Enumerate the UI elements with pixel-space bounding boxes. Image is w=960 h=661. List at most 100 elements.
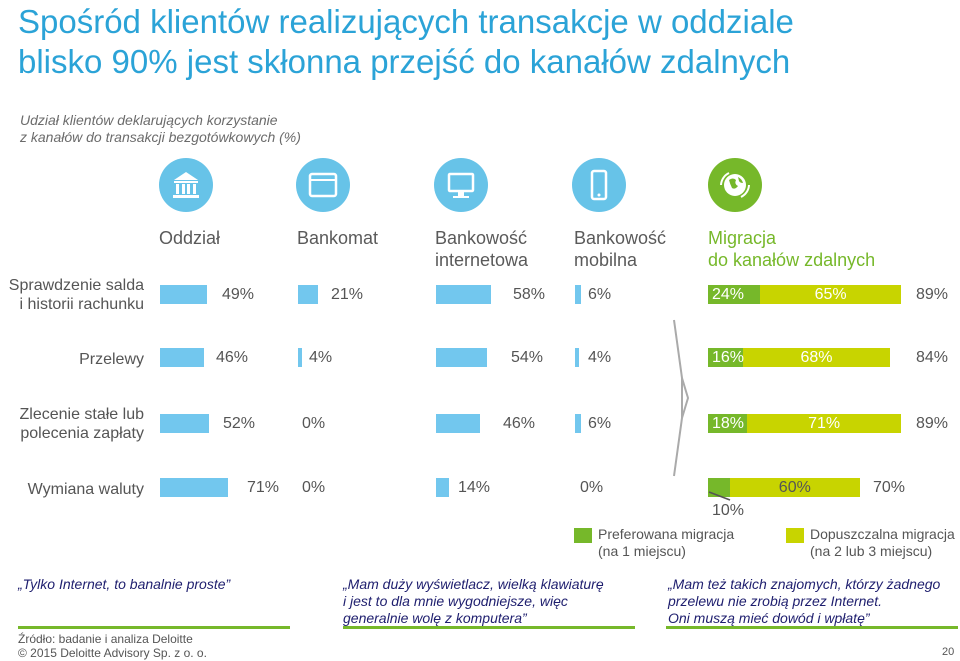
value-mobile-transfers: 4% <box>588 349 612 366</box>
value-oddzial-transfers: 46% <box>216 349 249 366</box>
column-header-line: Oddział <box>159 228 221 248</box>
legend-line: Preferowana migracja <box>598 526 735 542</box>
callout-leader-line <box>708 491 731 501</box>
bar-mobile-balance <box>575 285 581 304</box>
chart-subtitle: Udział klientów deklarujących korzystani… <box>20 112 340 146</box>
column-header-internet: Bankowość internetowa <box>435 227 528 271</box>
acceptable-value-balance: 65% <box>814 286 847 303</box>
monitor-icon <box>434 158 488 212</box>
acceptable-value-transfers: 68% <box>800 349 833 366</box>
column-header-line: Bankowość <box>435 228 528 248</box>
quote-line-text: generalnie wolę z komputera” <box>343 610 527 626</box>
value-internet-standing-orders: 46% <box>503 415 536 432</box>
bar-internet-balance <box>436 285 492 304</box>
bar-oddzial-standing-orders <box>160 414 210 433</box>
bar-acceptable-standing-orders <box>747 414 902 433</box>
quote-line-text: Oni muszą mieć dowód i wpłatę” <box>668 610 870 626</box>
legend-line: (na 1 miejscu) <box>598 543 686 559</box>
acceptable-value-currency: 60% <box>778 479 811 496</box>
legend-acceptable: Dopuszczalna migracja (na 2 lub 3 miejsc… <box>810 526 955 560</box>
value-bankomat-balance: 21% <box>331 286 364 303</box>
preferred-value-balance: 24% <box>712 286 745 303</box>
page-title: Spośród klientów realizujących transakcj… <box>18 2 938 82</box>
value-oddzial-standing-orders: 52% <box>223 415 256 432</box>
row-label-currency-exchange: Wymiana waluty <box>0 480 144 499</box>
total-value-standing-orders: 89% <box>916 415 949 432</box>
bar-acceptable-balance <box>760 285 902 304</box>
quote-2: „Mam duży wyświetlacz, wielką klawiaturę… <box>343 576 623 627</box>
value-mobile-standing-orders: 6% <box>588 415 612 432</box>
bar-preferred-transfers <box>708 348 743 367</box>
quote-line-text: „Mam też takich znajomych, którzy żadneg… <box>668 576 941 592</box>
acceptable-value-standing-orders: 71% <box>808 415 841 432</box>
quote-3-underline <box>666 626 958 629</box>
value-oddzial-balance: 49% <box>222 286 255 303</box>
legend-line: Dopuszczalna migracja <box>810 526 955 542</box>
quote-line-text: przelewu nie zrobią przez Internet. <box>668 593 882 609</box>
column-header-line: mobilna <box>574 250 638 270</box>
column-header-line: do kanałów zdalnych <box>708 250 876 270</box>
column-header-line: internetowa <box>435 250 529 270</box>
copyright-note: © 2015 Deloitte Advisory Sp. z o. o. <box>18 646 207 660</box>
row-label-line: polecenia zapłaty <box>20 425 144 442</box>
quote-1: „Tylko Internet, to banalnie proste” <box>18 576 288 593</box>
legend-line: (na 2 lub 3 miejscu) <box>810 543 933 559</box>
bar-bankomat-transfers <box>298 348 302 367</box>
title-line-1: Spośród klientów realizujących transakcj… <box>18 3 794 40</box>
atm-screen-icon <box>296 158 350 212</box>
value-mobile-currency: 0% <box>580 479 604 496</box>
total-value-balance: 89% <box>916 286 949 303</box>
bar-mobile-transfers <box>575 348 579 367</box>
legend-swatch-preferred <box>574 528 592 543</box>
preferred-value-standing-orders: 18% <box>712 415 745 432</box>
value-bankomat-transfers: 4% <box>309 349 333 366</box>
column-header-line: Bankomat <box>297 228 379 248</box>
column-header-oddzial: Oddział <box>159 227 220 249</box>
bar-internet-currency <box>436 478 450 497</box>
quote-3: „Mam też takich znajomych, którzy żadneg… <box>668 576 958 627</box>
bar-internet-standing-orders <box>436 414 480 433</box>
quote-2-underline <box>343 626 635 629</box>
row-label-transfers: Przelewy <box>0 350 144 369</box>
value-bankomat-currency: 0% <box>302 479 326 496</box>
bar-acceptable-transfers <box>742 348 891 367</box>
subtitle-line-1: Udział klientów deklarujących korzystani… <box>20 112 278 128</box>
row-label-standing-orders: Zlecenie stałe lub polecenia zapłaty <box>0 405 144 443</box>
legend-preferred: Preferowana migracja (na 1 miejscu) <box>598 526 734 560</box>
quote-1-underline <box>18 626 290 629</box>
total-value-transfers: 84% <box>916 349 949 366</box>
value-internet-balance: 58% <box>513 286 546 303</box>
bank-icon <box>159 158 213 212</box>
quote-line-text: „Mam duży wyświetlacz, wielką klawiaturę <box>343 576 604 592</box>
row-label-line: Zlecenie stałe lub <box>19 406 144 423</box>
column-header-bankomat: Bankomat <box>297 227 378 249</box>
value-mobile-balance: 6% <box>588 286 612 303</box>
legend-swatch-acceptable <box>786 528 804 543</box>
row-label-line: Przelewy <box>79 351 144 368</box>
smartphone-icon <box>572 158 626 212</box>
title-line-2: blisko 90% jest skłonna przejść do kanał… <box>18 43 791 80</box>
bar-preferred-currency <box>708 478 730 497</box>
value-oddzial-currency: 71% <box>247 479 280 496</box>
page-number: 20 <box>942 646 955 658</box>
column-header-mobile: Bankowość mobilna <box>574 227 666 271</box>
quote-line-text: „Tylko Internet, to banalnie proste” <box>18 576 231 592</box>
row-label-line: Sprawdzenie salda <box>8 277 144 294</box>
column-header-line: Bankowość <box>574 228 667 248</box>
column-header-line: Migracja <box>708 228 777 248</box>
column-header-migration: Migracja do kanałów zdalnych <box>708 227 875 271</box>
preferred-value-currency: 10% <box>712 502 745 519</box>
source-note: Źródło: badanie i analiza Deloitte <box>18 632 193 646</box>
row-label-line: Wymiana waluty <box>27 481 144 498</box>
globe-arrows-icon <box>708 158 762 212</box>
bar-oddzial-currency <box>160 478 228 497</box>
preferred-value-transfers: 16% <box>712 349 745 366</box>
row-label-line: i historii rachunku <box>19 296 145 313</box>
bar-preferred-balance <box>708 285 761 304</box>
value-internet-transfers: 54% <box>511 349 544 366</box>
bar-preferred-standing-orders <box>708 414 748 433</box>
bar-acceptable-currency <box>729 478 860 497</box>
bar-oddzial-transfers <box>160 348 204 367</box>
bar-bankomat-balance <box>298 285 318 304</box>
value-bankomat-standing-orders: 0% <box>302 415 326 432</box>
